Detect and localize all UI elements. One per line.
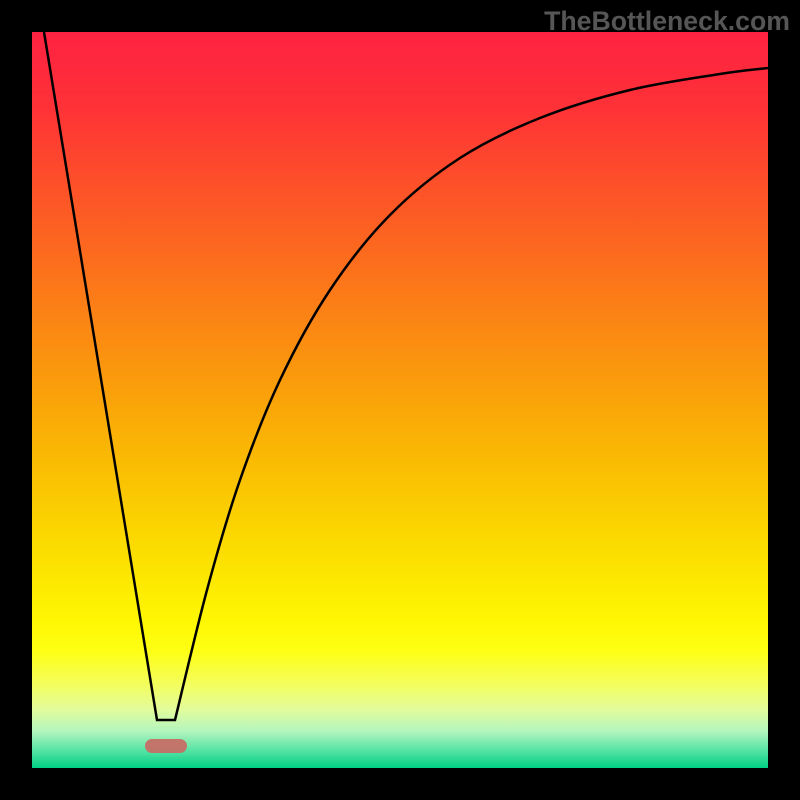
bottleneck-chart: [0, 0, 800, 800]
plot-area: [32, 32, 768, 768]
bottleneck-marker: [145, 739, 187, 753]
chart-container: TheBottleneck.com: [0, 0, 800, 800]
watermark-text: TheBottleneck.com: [544, 6, 790, 37]
